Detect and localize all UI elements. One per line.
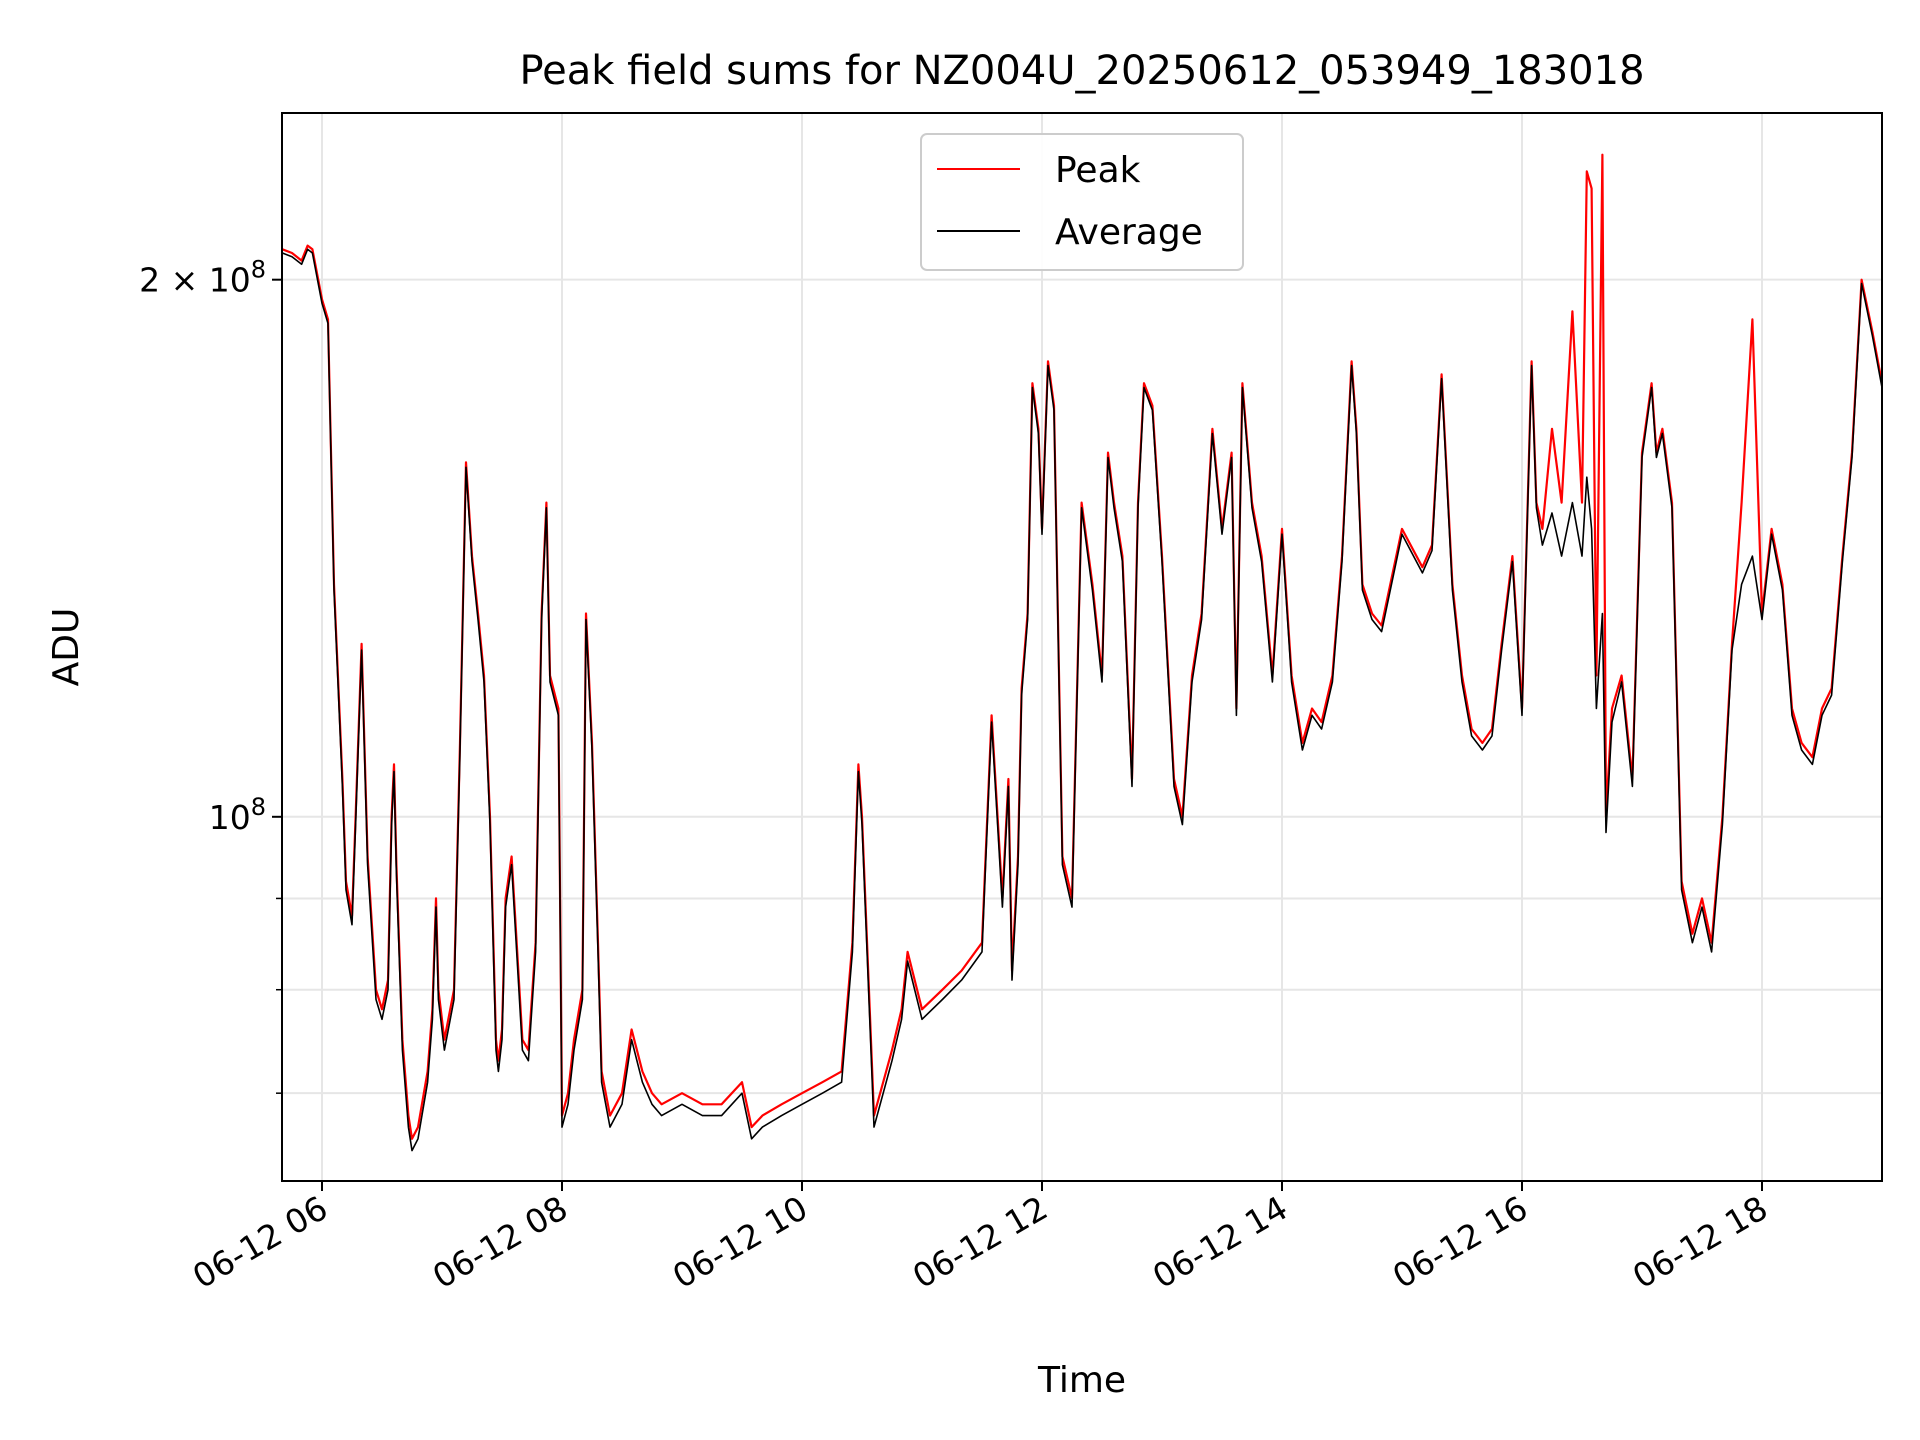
chart-title: Peak field sums for NZ004U_20250612_0539… — [519, 48, 1644, 94]
series-layer — [282, 153, 1884, 1152]
legend-label-peak: Peak — [1055, 150, 1141, 191]
x-tick-label: 06-12 08 — [426, 1188, 574, 1296]
y-axis: 108 2 × 108 — [139, 256, 282, 1094]
legend-label-average: Average — [1055, 212, 1203, 253]
series-line-peak — [282, 153, 1884, 1140]
x-tick-label: 06-12 14 — [1146, 1188, 1294, 1296]
y-tick-label: 108 — [209, 793, 266, 837]
legend: Peak Average — [920, 133, 1244, 271]
x-tick-label: 06-12 18 — [1626, 1188, 1774, 1296]
x-tick-label: 06-12 10 — [666, 1188, 814, 1296]
plot-frame — [281, 112, 1883, 1182]
x-tick-label: 06-12 16 — [1386, 1188, 1534, 1296]
y-axis-title: ADU — [46, 608, 87, 687]
x-tick-label: 06-12 06 — [186, 1188, 334, 1296]
x-axis: 06-12 06 06-12 08 06-12 10 06-12 12 06-12 14… — [186, 1181, 1774, 1296]
y-tick-label: 2 × 108 — [139, 256, 266, 300]
grid-lines — [282, 113, 1882, 1181]
series-line-average — [282, 248, 1883, 1152]
x-tick-label: 06-12 12 — [906, 1188, 1054, 1296]
x-axis-title: Time — [1037, 1360, 1126, 1401]
